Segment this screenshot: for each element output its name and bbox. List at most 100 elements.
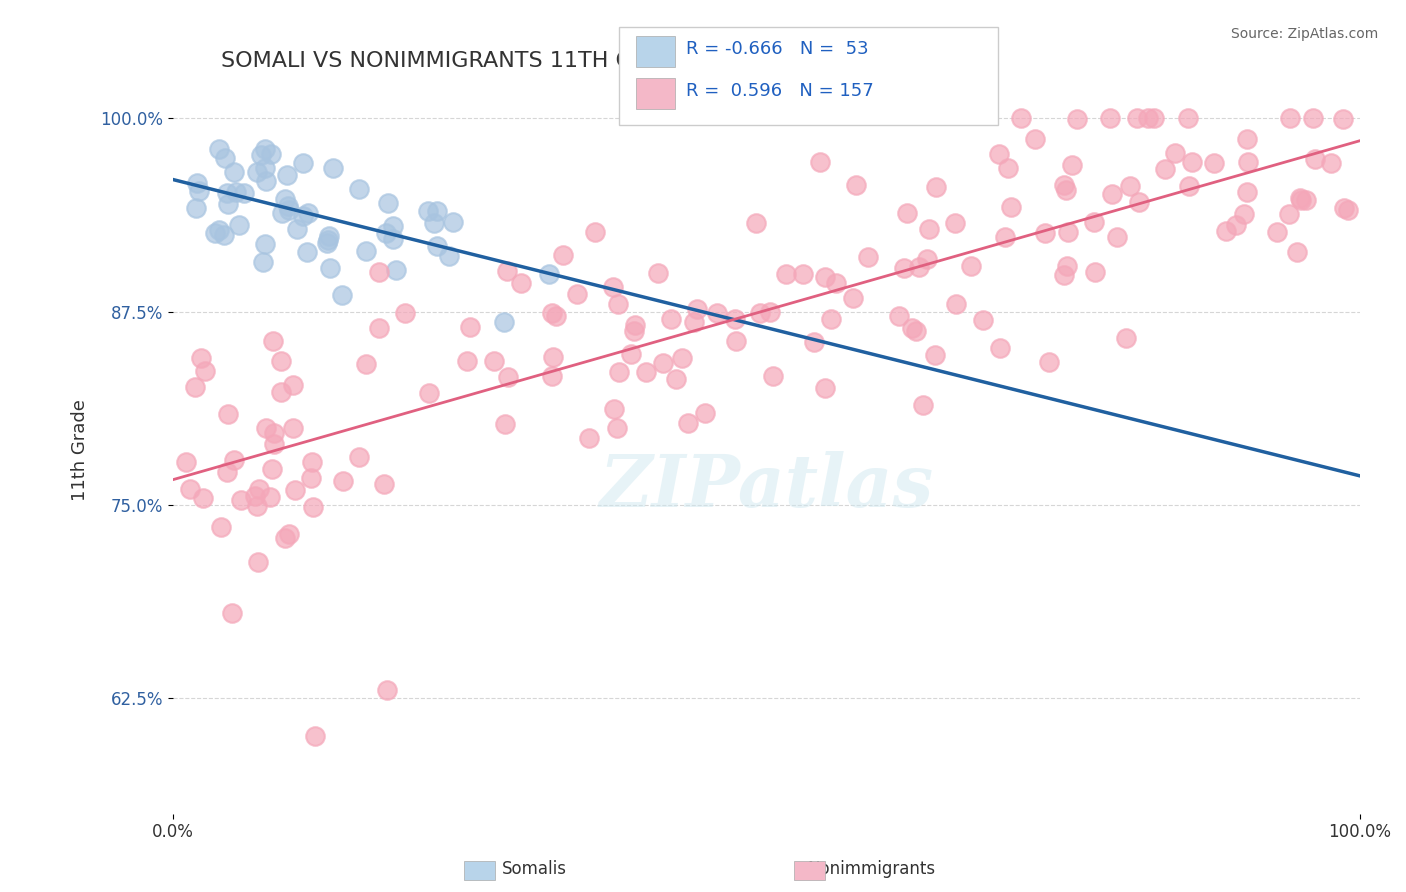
Point bbox=[676, 416, 699, 430]
Point bbox=[510, 277, 533, 291]
Point bbox=[1052, 178, 1074, 192]
Point bbox=[686, 302, 709, 317]
Point bbox=[1333, 201, 1355, 215]
Point bbox=[496, 263, 519, 277]
Point bbox=[1236, 131, 1258, 145]
Point bbox=[1233, 206, 1256, 220]
Point bbox=[217, 407, 239, 421]
Point bbox=[233, 186, 256, 200]
Point bbox=[208, 223, 231, 237]
Point bbox=[792, 267, 814, 281]
Point bbox=[254, 421, 277, 435]
Point bbox=[281, 377, 304, 392]
Point bbox=[943, 216, 966, 230]
Point bbox=[620, 347, 643, 361]
Point bbox=[262, 334, 284, 348]
Point bbox=[246, 555, 269, 569]
Point bbox=[683, 315, 706, 329]
Point bbox=[245, 165, 267, 179]
Point bbox=[301, 455, 323, 469]
Point bbox=[274, 531, 297, 545]
Point bbox=[671, 351, 693, 366]
Point bbox=[382, 232, 405, 246]
Point bbox=[1303, 153, 1326, 167]
Point bbox=[623, 324, 645, 338]
Point bbox=[295, 245, 318, 260]
Point bbox=[651, 355, 673, 369]
Point bbox=[915, 252, 938, 267]
Point bbox=[602, 279, 624, 293]
Point bbox=[245, 490, 267, 504]
Text: Somalis: Somalis bbox=[502, 860, 567, 878]
Point bbox=[318, 228, 340, 243]
Point bbox=[262, 462, 284, 476]
Point bbox=[302, 500, 325, 514]
Point bbox=[972, 313, 994, 327]
Point bbox=[759, 304, 782, 318]
Point bbox=[1265, 225, 1288, 239]
Point bbox=[367, 321, 389, 335]
Point bbox=[1302, 112, 1324, 126]
Point bbox=[259, 146, 281, 161]
Point bbox=[1285, 245, 1308, 260]
Point bbox=[332, 288, 354, 302]
Point bbox=[1128, 195, 1150, 210]
Point bbox=[183, 380, 205, 394]
Point bbox=[893, 260, 915, 275]
Point bbox=[1101, 187, 1123, 202]
Point bbox=[1084, 264, 1107, 278]
Point bbox=[1289, 190, 1312, 204]
Point bbox=[911, 398, 934, 412]
Point bbox=[270, 354, 292, 368]
Point bbox=[1337, 203, 1360, 218]
Point bbox=[1053, 268, 1076, 283]
Point bbox=[492, 315, 515, 329]
Point bbox=[347, 181, 370, 195]
Point bbox=[186, 176, 208, 190]
Point bbox=[212, 228, 235, 243]
Point bbox=[997, 161, 1019, 175]
Point bbox=[276, 168, 298, 182]
Point bbox=[270, 385, 292, 400]
Point bbox=[1215, 224, 1237, 238]
Point bbox=[1180, 155, 1202, 169]
Point bbox=[1057, 225, 1080, 239]
Point bbox=[578, 431, 600, 445]
Point bbox=[231, 492, 253, 507]
Point bbox=[254, 161, 277, 175]
Point bbox=[540, 369, 562, 384]
Point bbox=[1154, 162, 1177, 177]
Point bbox=[659, 312, 682, 326]
Point bbox=[332, 474, 354, 488]
Point bbox=[1010, 112, 1032, 126]
Point bbox=[209, 520, 232, 534]
Text: R = -0.666   N =  53: R = -0.666 N = 53 bbox=[686, 40, 869, 58]
Point bbox=[191, 491, 214, 506]
Point bbox=[246, 499, 269, 513]
Point bbox=[254, 236, 277, 251]
Point bbox=[373, 477, 395, 491]
Point bbox=[603, 401, 626, 416]
Point bbox=[278, 202, 301, 217]
Point bbox=[908, 260, 931, 275]
Point bbox=[583, 225, 606, 239]
Point bbox=[190, 351, 212, 366]
Point bbox=[1033, 226, 1056, 240]
Point bbox=[1083, 215, 1105, 229]
Point bbox=[814, 270, 837, 285]
Point bbox=[270, 206, 292, 220]
Point bbox=[945, 297, 967, 311]
Point bbox=[281, 420, 304, 434]
Point bbox=[394, 306, 416, 320]
Point bbox=[456, 353, 478, 368]
Point bbox=[606, 421, 628, 435]
Text: ZIPatlas: ZIPatlas bbox=[599, 451, 934, 523]
Point bbox=[925, 179, 948, 194]
Point bbox=[634, 365, 657, 379]
Point bbox=[1098, 112, 1121, 126]
Point bbox=[458, 320, 481, 334]
Point bbox=[291, 209, 314, 223]
Point bbox=[204, 226, 226, 240]
Point bbox=[960, 259, 983, 273]
Point bbox=[845, 178, 868, 192]
